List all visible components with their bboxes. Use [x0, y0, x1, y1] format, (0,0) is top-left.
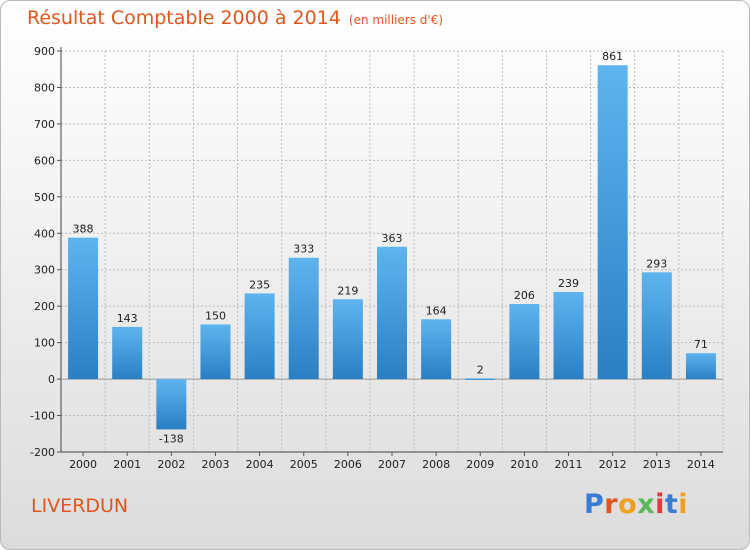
- x-tick-label: 2000: [69, 458, 97, 471]
- y-tick-label: 0: [48, 373, 55, 386]
- data-label-2013: 293: [646, 257, 667, 270]
- y-tick-label: 900: [34, 45, 55, 58]
- data-label-2007: 363: [382, 232, 403, 245]
- data-label-2000: 388: [73, 223, 94, 236]
- x-tick-label: 2008: [422, 458, 450, 471]
- bar-2013: [641, 272, 672, 380]
- chart-title-block: Résultat Comptable 2000 à 2014 (en millie…: [27, 7, 443, 29]
- x-tick-label: 2009: [466, 458, 494, 471]
- commune-name: LIVERDUN: [31, 495, 129, 517]
- chart-subtitle: (en milliers d'€): [348, 13, 444, 27]
- x-tick-label: 2010: [510, 458, 538, 471]
- y-tick-label: 300: [34, 264, 55, 277]
- data-label-2006: 219: [337, 284, 358, 297]
- bar-2004: [244, 293, 275, 380]
- x-tick-label: 2002: [157, 458, 185, 471]
- logo-letter: P: [584, 489, 605, 520]
- grid-lines: [60, 50, 724, 453]
- bar-2005: [288, 257, 319, 380]
- x-tick-label: 2012: [599, 458, 627, 471]
- data-label-2004: 235: [249, 278, 270, 291]
- data-label-2003: 150: [205, 309, 226, 322]
- tick-labels: -200 -100 0 100 200 300 400 500 600 700 800 900 2000…: [30, 45, 715, 471]
- y-tick-label: 400: [34, 227, 55, 240]
- bar-2002: [156, 379, 187, 430]
- bar-2007: [376, 246, 408, 380]
- y-tick-label: -100: [30, 410, 55, 423]
- bar-2006: [332, 299, 363, 380]
- x-tick-label: 2006: [334, 458, 362, 471]
- y-tick-label: 500: [34, 191, 55, 204]
- y-tick-label: 100: [34, 337, 55, 350]
- proxiti-logo[interactable]: Proxiti: [584, 489, 688, 520]
- y-tick-label: 200: [34, 300, 55, 313]
- y-tick-label: 700: [34, 118, 55, 131]
- data-label-2001: 143: [117, 312, 138, 325]
- x-tick-label: 2014: [687, 458, 715, 471]
- bar-2014: [685, 353, 716, 380]
- logo-letter: r: [604, 489, 619, 520]
- data-label-2009: 2: [477, 363, 484, 376]
- data-label-2012: 861: [602, 50, 623, 63]
- bar-2012: [597, 65, 628, 380]
- logo-letter: o: [618, 489, 638, 520]
- bar-2003: [200, 324, 231, 380]
- data-labels: 388 143 -138 150 235 333 219 363 164 2 206 239 861 29…: [73, 50, 708, 445]
- x-tick-label: 2005: [290, 458, 318, 471]
- data-label-2002: -138: [159, 432, 184, 445]
- logo-letter: i: [678, 489, 689, 520]
- logo-letter: x: [637, 489, 656, 520]
- y-tick-label: 800: [34, 81, 55, 94]
- bar-2009: [465, 378, 496, 380]
- data-label-2011: 239: [558, 277, 579, 290]
- x-tick-label: 2003: [201, 458, 229, 471]
- data-label-2014: 71: [694, 338, 708, 351]
- data-label-2005: 333: [293, 243, 314, 256]
- y-tick-label: -200: [30, 446, 55, 459]
- bar-2001: [112, 326, 143, 380]
- data-label-2008: 164: [426, 304, 447, 317]
- bar-2000: [68, 237, 99, 380]
- data-label-2010: 206: [514, 289, 535, 302]
- logo-letter: t: [664, 489, 679, 520]
- x-tick-label: 2001: [113, 458, 141, 471]
- x-tick-label: 2011: [555, 458, 583, 471]
- logo-letter: i: [655, 489, 665, 520]
- bar-2010: [509, 303, 540, 380]
- y-tick-label: 600: [34, 154, 55, 167]
- bar-2011: [553, 291, 584, 380]
- bar-2008: [421, 319, 452, 380]
- x-tick-label: 2013: [643, 458, 671, 471]
- bars: [68, 65, 716, 430]
- x-tick-label: 2007: [378, 458, 406, 471]
- chart-title: Résultat Comptable 2000 à 2014: [27, 7, 341, 29]
- x-tick-label: 2004: [246, 458, 274, 471]
